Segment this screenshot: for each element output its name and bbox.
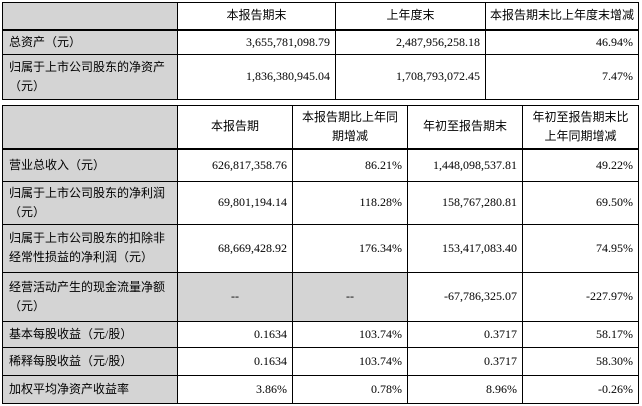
value-cell: 1,448,098,537.81 [407,148,523,182]
value-cell: 2,487,956,258.18 [335,29,486,55]
value-cell: 0.3717 [407,320,523,348]
value-cell: 3.86% [177,374,293,404]
column-header: 本报告期末 [177,2,336,31]
table-row: 基本每股收益（元/股） 0.1634 103.74% 0.3717 58.17% [2,320,639,348]
value-cell: 68,669,428.92 [177,223,293,273]
balance-sheet-summary-table: 本报告期末 上年度末 本报告期末比上年度末增减 总资产（元） 3,655,781,098… [2,2,639,100]
value-cell: 74.95% [522,223,639,273]
corner-cell [2,2,178,31]
column-header: 年初至报告期末 [407,104,523,151]
value-cell: 58.30% [522,346,639,376]
column-header: 上年度末 [335,2,486,31]
value-cell: 0.78% [292,374,408,404]
value-cell: 7.47% [485,53,639,100]
value-cell: 3,655,781,098.79 [177,29,336,55]
row-label: 基本每股收益（元/股） [2,320,178,348]
row-label: 总资产（元） [2,29,178,55]
column-header: 本报告期 [177,104,293,151]
table-row: 加权平均净资产收益率 3.86% 0.78% 8.96% -0.26% [2,374,639,404]
table-row: 经营活动产生的现金流量净额（元） -- -- -67,786,325.07 -227.9… [2,271,639,322]
value-cell: -0.26% [522,374,639,404]
table-row: 归属于上市公司股东的净利润（元） 69,801,194.14 118.28% 158,… [2,180,639,225]
income-performance-table: 本报告期 本报告期比上年同期增减 年初至报告期末 年初至报告期末比上年同期增减 营业总收… [2,104,639,404]
value-cell: 1,836,380,945.04 [177,53,336,100]
value-cell: 8.96% [407,374,523,404]
column-header: 本报告期末比上年度末增减 [485,2,639,31]
value-cell: 69.50% [522,180,639,225]
table-row: 归属于上市公司股东的净资产（元） 1,836,380,945.04 1,708,79… [2,53,639,100]
value-cell: 0.1634 [177,320,293,348]
value-cell: 58.17% [522,320,639,348]
value-cell: 1,708,793,072.45 [335,53,486,100]
table-row: 营业总收入（元） 626,817,358.76 86.21% 1,448,098,53… [2,148,639,182]
header-row: 本报告期 本报告期比上年同期增减 年初至报告期末 年初至报告期末比上年同期增减 [2,104,639,151]
row-label: 营业总收入（元） [2,148,178,182]
row-label: 归属于上市公司股东的扣除非经常性损益的净利润（元） [2,223,178,273]
value-cell: -67,786,325.07 [407,271,523,322]
row-label: 归属于上市公司股东的净利润（元） [2,180,178,225]
value-cell: 49.22% [522,148,639,182]
column-header: 本报告期比上年同期增减 [292,104,408,151]
value-cell: 86.21% [292,148,408,182]
value-cell: 176.34% [292,223,408,273]
row-label: 归属于上市公司股东的净资产（元） [2,53,178,100]
value-cell: 69,801,194.14 [177,180,293,225]
value-cell: 153,417,083.40 [407,223,523,273]
corner-cell [2,104,178,151]
value-cell: 103.74% [292,346,408,376]
not-applicable-cell: -- [292,271,408,322]
value-cell: 118.28% [292,180,408,225]
value-cell: 626,817,358.76 [177,148,293,182]
value-cell: 103.74% [292,320,408,348]
table-row: 总资产（元） 3,655,781,098.79 2,487,956,258.18 46… [2,29,639,55]
header-row: 本报告期末 上年度末 本报告期末比上年度末增减 [2,2,639,31]
value-cell: 46.94% [485,29,639,55]
row-label: 加权平均净资产收益率 [2,374,178,404]
value-cell: 0.1634 [177,346,293,376]
row-label: 经营活动产生的现金流量净额（元） [2,271,178,322]
value-cell: 158,767,280.81 [407,180,523,225]
value-cell: 0.3717 [407,346,523,376]
not-applicable-cell: -- [177,271,293,322]
value-cell: -227.97% [522,271,639,322]
table-row: 归属于上市公司股东的扣除非经常性损益的净利润（元） 68,669,428.92 17… [2,223,639,273]
column-header: 年初至报告期末比上年同期增减 [522,104,639,151]
table-row: 稀释每股收益（元/股） 0.1634 103.74% 0.3717 58.30% [2,346,639,376]
row-label: 稀释每股收益（元/股） [2,346,178,376]
